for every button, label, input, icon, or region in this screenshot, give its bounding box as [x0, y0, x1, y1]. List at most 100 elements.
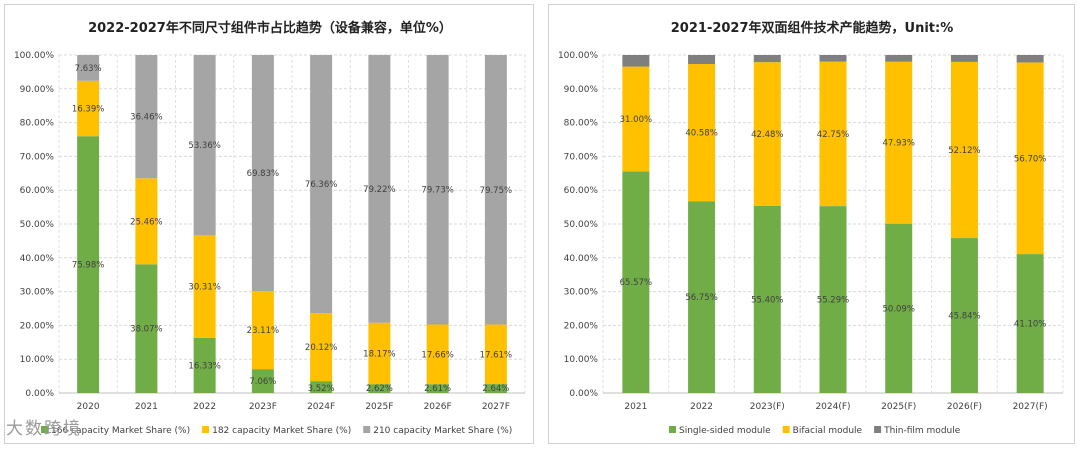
data-label: 30.31% — [188, 283, 220, 293]
chart-panel-bifacial: 2021-2027年双面组件技术产能趋势，Unit:% 0.00% 10.00% 20… — [548, 4, 1075, 444]
data-label: 69.83% — [247, 169, 279, 179]
legend-swatch — [874, 426, 882, 433]
bar-segment — [193, 55, 216, 236]
data-label: 2.62% — [366, 384, 393, 394]
y-tick-label: 10.00% — [20, 355, 55, 365]
data-label: 18.17% — [363, 349, 395, 359]
y-tick-label: 30.00% — [20, 288, 55, 298]
data-label: 47.93% — [883, 139, 915, 149]
bar-segment — [819, 61, 847, 207]
x-tick-label: 2026(F) — [947, 402, 982, 412]
bar-segment — [622, 66, 650, 172]
bar-segment — [251, 55, 274, 292]
data-label: 16.33% — [188, 361, 220, 371]
y-tick-label: 60.00% — [564, 186, 599, 196]
legend-label: 182 capacity Market Share (%) — [212, 426, 351, 436]
x-tick-label: 2026F — [424, 402, 452, 412]
data-label: 2.61% — [424, 384, 451, 394]
data-label: 23.11% — [247, 326, 279, 336]
y-tick-label: 10.00% — [564, 355, 599, 365]
bar-segment — [819, 206, 847, 393]
bar-segment — [950, 55, 978, 62]
bar-segment — [193, 337, 216, 393]
x-tick-label: 2020 — [77, 402, 100, 412]
bar-segment — [753, 55, 781, 63]
legend-swatch — [363, 426, 371, 433]
watermark-text: 大数跨境 — [6, 419, 82, 439]
bar-segment — [622, 55, 650, 67]
data-label: 79.22% — [363, 185, 395, 195]
y-tick-label: 100.00% — [558, 51, 598, 61]
data-label: 2.64% — [482, 384, 509, 394]
bar-segment — [426, 384, 449, 393]
data-label: 65.57% — [620, 278, 652, 288]
data-label: 56.70% — [1014, 154, 1046, 164]
x-tick-label: 2024F — [307, 402, 335, 412]
bar-segment — [1016, 254, 1044, 393]
chart-svg-bifacial: 2021-2027年双面组件技术产能趋势，Unit:% 0.00% 10.00% 20… — [558, 20, 1064, 436]
data-label: 55.40% — [751, 295, 783, 305]
bar-segment — [77, 136, 100, 393]
bar-segment — [688, 201, 716, 393]
data-label: 36.46% — [130, 113, 162, 123]
bar-segment — [622, 171, 650, 393]
bar-segment — [484, 324, 507, 385]
data-label: 50.09% — [883, 304, 915, 314]
data-label: 38.07% — [130, 325, 162, 335]
y-tick-label: 40.00% — [20, 254, 55, 264]
legend-label: 166 capacity Market Share (%) — [51, 426, 190, 436]
y-tick-label: 20.00% — [564, 321, 599, 331]
bar-segment — [368, 54, 391, 323]
data-label: 20.12% — [305, 343, 337, 353]
legend-swatch — [202, 426, 210, 433]
y-tick-label: 100.00% — [14, 51, 54, 61]
data-label: 53.36% — [188, 141, 220, 151]
chart-svg-module-size: 2022-2027年不同尺寸组件市占比趋势（设备兼容，单位%） 0.00% 10.0… — [14, 20, 526, 436]
y-tick-label: 60.00% — [20, 186, 55, 196]
bar-segment — [135, 55, 158, 179]
y-tick-label: 50.00% — [20, 220, 55, 230]
legend-swatch — [669, 426, 676, 433]
bar-segment — [135, 178, 158, 265]
bar-segment — [368, 384, 391, 393]
data-label: 16.39% — [72, 104, 104, 114]
bar-segment — [368, 322, 391, 385]
data-label: 42.48% — [751, 130, 783, 140]
x-tick-label: 2021 — [624, 402, 647, 412]
bar-segment — [688, 64, 716, 202]
bar-segment — [950, 238, 978, 393]
x-tick-label: 2022 — [690, 402, 713, 412]
chart-title: 2022-2027年不同尺寸组件市占比趋势（设备兼容，单位%） — [88, 20, 452, 36]
bar-segment — [484, 55, 507, 325]
x-tick-label: 2024(F) — [815, 402, 850, 412]
bar-segment — [426, 324, 449, 385]
data-label: 79.73% — [421, 186, 453, 196]
legend-label: Thin-film module — [883, 426, 961, 436]
bar-segment — [885, 61, 913, 224]
legend-label: 210 capacity Market Share (%) — [373, 426, 512, 436]
data-label: 31.00% — [620, 115, 652, 125]
chart-title: 2021-2027年双面组件技术产能趋势，Unit:% — [671, 20, 953, 36]
data-label: 17.61% — [480, 350, 512, 360]
bar-segment — [251, 291, 274, 370]
bar-segment — [819, 55, 847, 62]
data-label: 7.06% — [249, 377, 276, 387]
data-label: 52.12% — [948, 146, 980, 156]
bar-segment — [310, 381, 333, 393]
bar-segment — [484, 384, 507, 393]
x-tick-label: 2023(F) — [750, 402, 785, 412]
bar-segment — [193, 235, 216, 338]
y-tick-label: 0.00% — [25, 389, 54, 399]
bar-segment — [885, 223, 913, 393]
bar-segment — [77, 55, 100, 81]
data-label: 56.75% — [685, 293, 717, 303]
x-tick-label: 2025F — [365, 402, 393, 412]
x-tick-label: 2027(F) — [1013, 402, 1048, 412]
bar-segment — [688, 55, 716, 65]
bar-segment — [1016, 62, 1044, 255]
data-label: 75.98% — [72, 261, 104, 271]
x-tick-label: 2021 — [135, 402, 158, 412]
y-tick-label: 70.00% — [564, 152, 599, 162]
data-label: 40.58% — [685, 129, 717, 139]
data-label: 3.52% — [308, 384, 335, 394]
